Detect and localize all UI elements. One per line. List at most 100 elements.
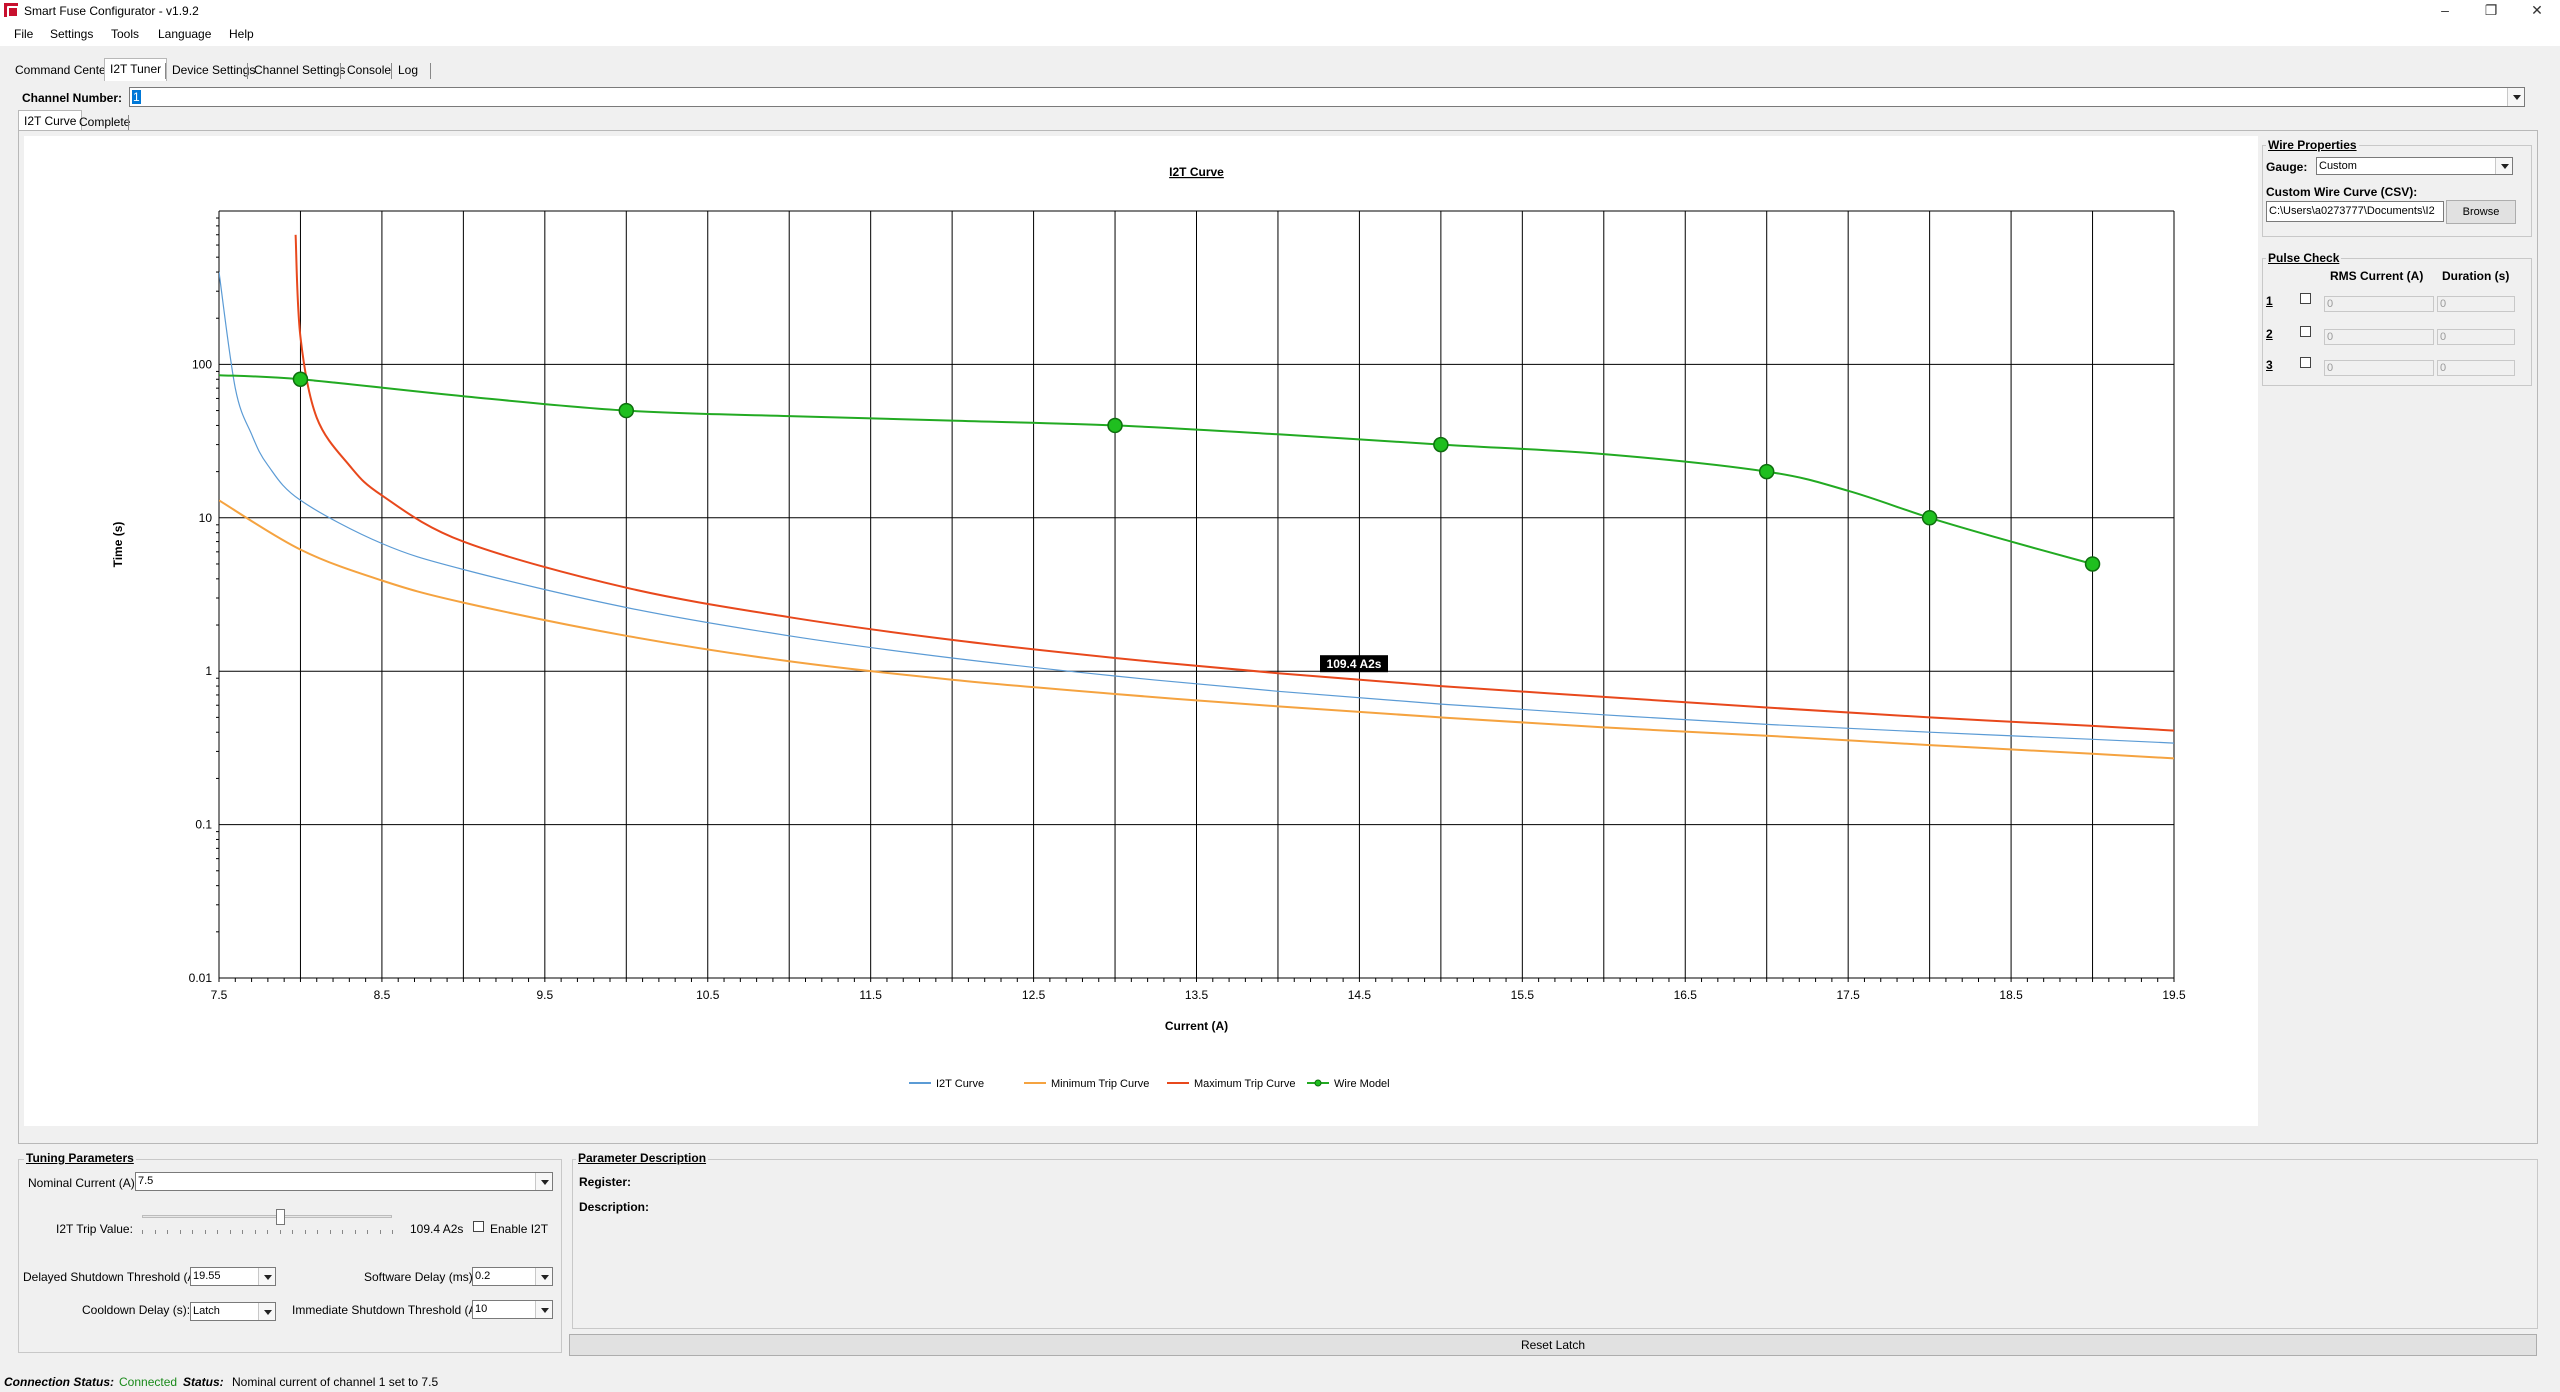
i2t-trip-slider[interactable] bbox=[142, 1208, 393, 1238]
legend-wire-model: Wire Model bbox=[1334, 1078, 1390, 1090]
tab-channel-settings[interactable]: Channel Settings bbox=[254, 63, 346, 77]
pulse-duration-input[interactable]: 0 bbox=[2437, 360, 2515, 376]
gauge-select[interactable]: Custom bbox=[2316, 157, 2513, 175]
menu-file[interactable]: File bbox=[14, 27, 34, 41]
x-tick-label: 11.5 bbox=[859, 988, 882, 1002]
pulse-rms-input[interactable]: 0 bbox=[2324, 329, 2434, 345]
csv-path-value: C:\Users\a0273777\Documents\I2 bbox=[2269, 205, 2435, 217]
gauge-label: Gauge: bbox=[2266, 160, 2308, 174]
parameter-description-group bbox=[572, 1159, 2538, 1329]
delayed-shutdown-value: 19.55 bbox=[193, 1270, 221, 1282]
minimize-icon[interactable]: – bbox=[2441, 2, 2449, 18]
x-tick-label: 14.5 bbox=[1348, 988, 1372, 1002]
close-icon[interactable]: ✕ bbox=[2531, 2, 2543, 18]
subtab-i2t-curve[interactable]: I2T Curve bbox=[18, 110, 83, 131]
rms-current-header: RMS Current (A) bbox=[2330, 269, 2424, 283]
menu-language[interactable]: Language bbox=[158, 27, 212, 41]
cooldown-delay-select[interactable]: Latch bbox=[190, 1302, 276, 1321]
slider-tick bbox=[154, 1230, 156, 1234]
menu-settings[interactable]: Settings bbox=[50, 27, 94, 41]
pulse-duration-input[interactable]: 0 bbox=[2437, 329, 2515, 345]
tab-separator bbox=[391, 63, 392, 79]
i2t-curve-line bbox=[219, 271, 2174, 744]
menu-tools[interactable]: Tools bbox=[111, 27, 140, 41]
wire-model-marker bbox=[1107, 417, 1123, 434]
custom-wire-curve-path[interactable]: C:\Users\a0273777\Documents\I2 bbox=[2266, 201, 2444, 222]
chevron-down-icon[interactable] bbox=[258, 1303, 275, 1320]
slider-tick bbox=[279, 1230, 281, 1234]
gauge-value: Custom bbox=[2319, 160, 2357, 172]
y-tick-label: 10 bbox=[199, 511, 213, 525]
y-tick-label: 0.01 bbox=[189, 971, 213, 985]
x-tick-label: 10.5 bbox=[696, 988, 720, 1002]
menu-bar: File Settings Tools Language Help bbox=[0, 22, 2560, 46]
tab-separator bbox=[128, 115, 129, 131]
pulse-rms-input[interactable]: 0 bbox=[2324, 296, 2434, 312]
wire-model-line bbox=[219, 374, 2093, 565]
tuning-parameters-title: Tuning Parameters bbox=[24, 1151, 136, 1165]
connection-status-label: Connection Status: bbox=[4, 1375, 114, 1389]
subtab-complete[interactable]: Complete bbox=[79, 115, 131, 129]
enable-i2t-checkbox[interactable] bbox=[473, 1221, 484, 1232]
parameter-description-title: Parameter Description bbox=[576, 1151, 709, 1165]
chevron-down-icon[interactable] bbox=[2495, 158, 2512, 174]
tab-separator bbox=[165, 63, 166, 79]
slider-thumb[interactable] bbox=[275, 1209, 285, 1225]
reset-latch-button[interactable]: Reset Latch bbox=[569, 1334, 2537, 1356]
window-title: Smart Fuse Configurator - v1.9.2 bbox=[24, 4, 199, 18]
x-tick-label: 13.5 bbox=[1185, 988, 1209, 1002]
tab-console[interactable]: Console bbox=[347, 63, 392, 77]
annotation-box bbox=[1320, 655, 1388, 673]
i2t-chart: 7.5 8.5 9.5 10.5 11.5 12.5 13.5 14.5 15.5 16.5 17.… bbox=[111, 165, 2186, 1090]
delayed-shutdown-select[interactable]: 19.55 bbox=[190, 1267, 276, 1286]
annotation-label: 109.4 A2s bbox=[1327, 657, 1382, 671]
pulse-duration-input[interactable]: 0 bbox=[2437, 296, 2515, 312]
chevron-down-icon[interactable] bbox=[535, 1268, 552, 1285]
tab-log[interactable]: Log bbox=[398, 63, 419, 77]
menu-help[interactable]: Help bbox=[229, 27, 254, 41]
tab-separator bbox=[340, 63, 341, 79]
wire-model-marker bbox=[1921, 510, 1938, 526]
immediate-shutdown-value: 10 bbox=[475, 1303, 488, 1315]
x-tick-label: 18.5 bbox=[1999, 988, 2023, 1002]
tab-command-center[interactable]: Command Center bbox=[15, 63, 110, 77]
chevron-down-icon[interactable] bbox=[258, 1268, 275, 1285]
pulse-row-checkbox[interactable] bbox=[2300, 357, 2311, 368]
tab-device-settings[interactable]: Device Settings bbox=[172, 63, 256, 77]
channel-number-select[interactable]: 1 bbox=[129, 87, 2525, 107]
x-tick-label: 8.5 bbox=[374, 988, 391, 1002]
wire-model-marker bbox=[1758, 463, 1775, 480]
legend-wire-model-marker bbox=[1314, 1079, 1322, 1087]
x-tick-label: 12.5 bbox=[1022, 988, 1046, 1002]
pulse-row-number: 3 bbox=[2266, 358, 2273, 372]
slider-tick bbox=[204, 1230, 206, 1234]
slider-tick bbox=[304, 1230, 306, 1234]
restore-icon[interactable]: ❐ bbox=[2484, 2, 2498, 18]
channel-number-label: Channel Number: bbox=[22, 91, 123, 105]
chevron-down-icon[interactable] bbox=[2507, 88, 2524, 106]
y-tick-label: 100 bbox=[192, 357, 212, 371]
browse-button[interactable]: Browse bbox=[2446, 200, 2516, 224]
nominal-current-select[interactable]: 7.5 bbox=[135, 1172, 553, 1191]
tab-i2t-tuner[interactable]: I2T Tuner bbox=[104, 58, 168, 81]
y-axis-label: Time (s) bbox=[111, 522, 125, 568]
slider-tick bbox=[392, 1230, 393, 1234]
custom-wire-curve-label: Custom Wire Curve (CSV): bbox=[2266, 185, 2418, 199]
pulse-row-checkbox[interactable] bbox=[2300, 326, 2311, 337]
pulse-rms-input[interactable]: 0 bbox=[2324, 360, 2434, 376]
chevron-down-icon[interactable] bbox=[535, 1301, 552, 1318]
x-axis-label: Current (A) bbox=[1165, 1019, 1228, 1033]
status-message: Nominal current of channel 1 set to 7.5 bbox=[232, 1375, 439, 1389]
slider-tick bbox=[192, 1230, 193, 1234]
pulse-row-checkbox[interactable] bbox=[2300, 293, 2311, 304]
x-tick-label: 17.5 bbox=[1836, 988, 1860, 1002]
chevron-down-icon[interactable] bbox=[535, 1173, 552, 1190]
y-tick-label: 1 bbox=[205, 664, 212, 678]
nominal-current-label: Nominal Current (A): bbox=[28, 1176, 139, 1190]
slider-tick bbox=[367, 1230, 368, 1234]
slider-tick bbox=[217, 1230, 218, 1234]
software-delay-select[interactable]: 0.2 bbox=[472, 1267, 553, 1286]
immediate-shutdown-select[interactable]: 10 bbox=[472, 1300, 553, 1319]
immediate-shutdown-label: Immediate Shutdown Threshold (A): bbox=[292, 1303, 484, 1317]
wire-model-marker bbox=[292, 371, 309, 388]
